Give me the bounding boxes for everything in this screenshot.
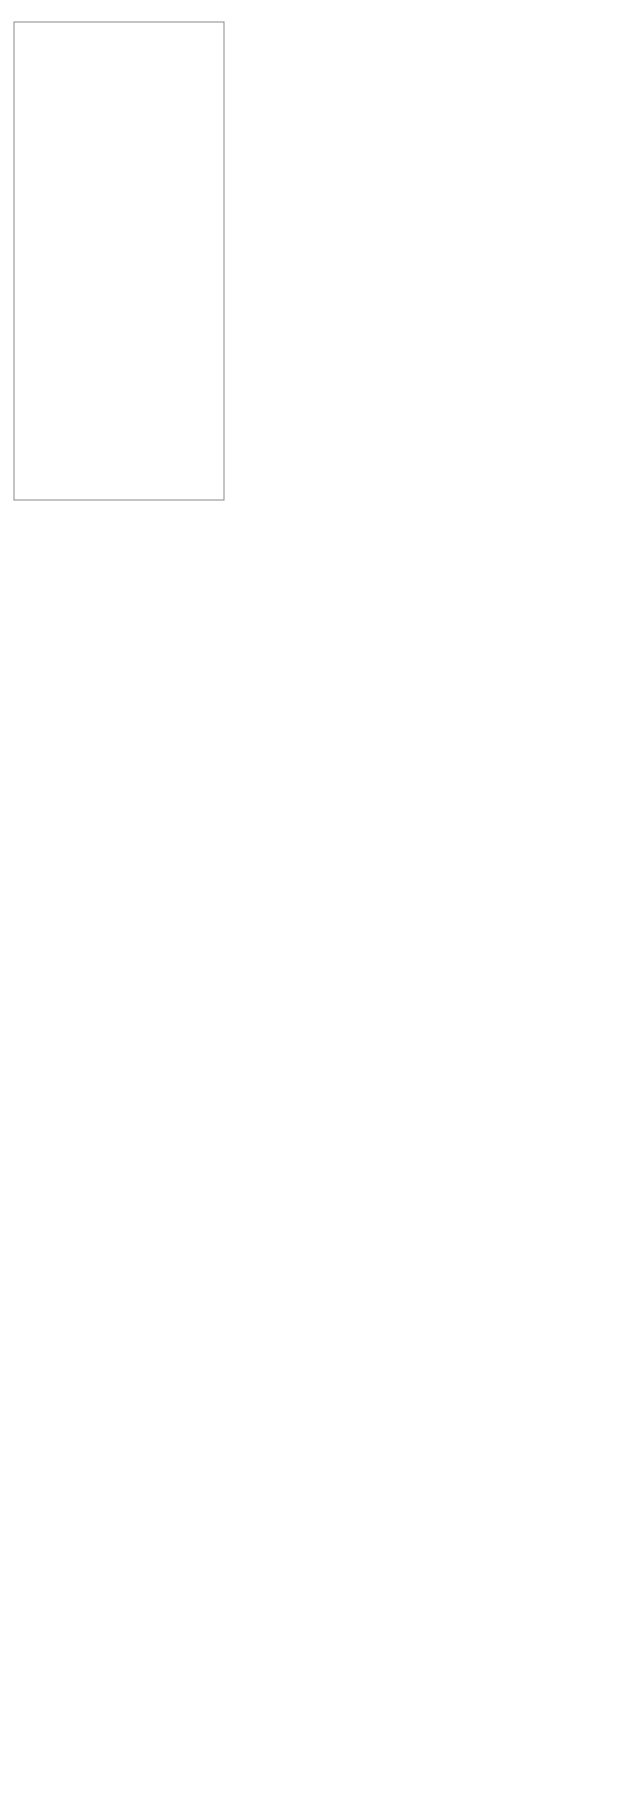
dnssec-graph xyxy=(0,0,631,1809)
zone-box-root xyxy=(14,22,224,500)
